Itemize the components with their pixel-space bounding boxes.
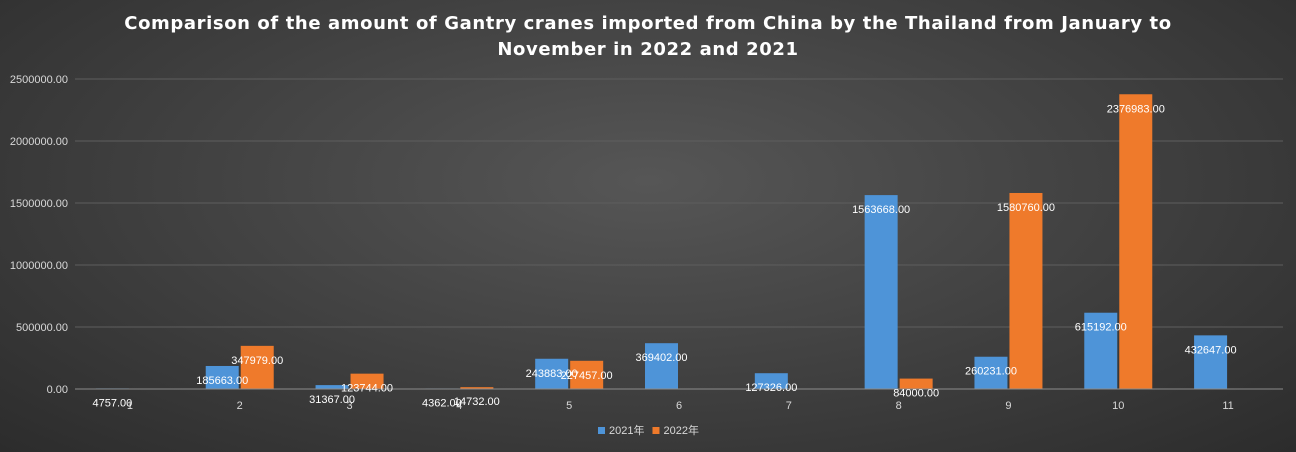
x-tick-label: 6 bbox=[676, 400, 682, 412]
data-label: 1580760.00 bbox=[997, 202, 1055, 214]
data-label: 369402.00 bbox=[636, 352, 688, 364]
x-tick-label: 7 bbox=[786, 400, 792, 412]
bar-2022年-3 bbox=[350, 373, 384, 389]
data-label: 260231.00 bbox=[965, 366, 1017, 378]
bars bbox=[95, 94, 1228, 390]
x-tick-label: 9 bbox=[1005, 400, 1011, 412]
bar-2021年-6 bbox=[645, 343, 678, 389]
legend-swatch-2022年 bbox=[652, 427, 660, 434]
y-tick-label: 1500000.00 bbox=[10, 198, 68, 210]
y-tick-label: 0.00 bbox=[47, 384, 68, 396]
legend-swatch-2021年 bbox=[598, 427, 605, 434]
bar-2021年-5 bbox=[535, 358, 569, 389]
data-label: 615192.00 bbox=[1075, 322, 1127, 334]
data-labels: 4757.00 185663.00 347979.00 31367.00123744.… bbox=[93, 103, 1237, 409]
x-tick-label: 10 bbox=[1112, 400, 1124, 412]
data-label: 2376983.00 bbox=[1107, 103, 1165, 115]
bar-2021年-8 bbox=[864, 195, 898, 389]
data-label: 14732.00 bbox=[454, 396, 500, 408]
legend-label: 2022年 bbox=[663, 423, 698, 437]
y-tick-label: 1000000.00 bbox=[10, 260, 68, 272]
x-tick-label: 3 bbox=[346, 400, 352, 412]
x-tick-label: 8 bbox=[896, 400, 902, 412]
bar-2022年-2 bbox=[240, 345, 274, 389]
x-tick-label: 4 bbox=[456, 400, 462, 412]
x-tick-label: 1 bbox=[127, 400, 133, 412]
data-label: 227457.00 bbox=[561, 370, 613, 382]
bar-2021年-3 bbox=[315, 385, 349, 389]
data-label: 4757.00 bbox=[93, 397, 133, 409]
legend: 2021年 2022年 bbox=[598, 423, 699, 437]
data-label: 243883.00 bbox=[526, 368, 578, 380]
data-label: 127326.00 bbox=[745, 382, 797, 394]
bar-2022年-10 bbox=[1119, 94, 1153, 390]
bar-2022年-9 bbox=[1009, 192, 1043, 389]
chart-title-line-2: November in 2022 and 2021 bbox=[497, 39, 798, 60]
data-label: 31367.00 bbox=[309, 394, 355, 406]
y-tick-label: 500000.00 bbox=[16, 322, 68, 334]
bar-2021年-11 bbox=[1194, 335, 1228, 389]
bar-2022年-4 bbox=[460, 387, 494, 389]
y-tick-label: 2500000.00 bbox=[10, 74, 68, 86]
y-tick-label: 2000000.00 bbox=[10, 136, 68, 148]
bar-2021年-10 bbox=[1084, 312, 1118, 389]
x-axis-tick-labels: 1 2 3 4 5 6 7 8 9 10 11 bbox=[127, 400, 1234, 412]
gridlines bbox=[75, 78, 1283, 328]
bar-2021年-9 bbox=[974, 356, 1008, 389]
y-axis-tick-labels: 0.00 500000.00 1000000.00 1500000.00 2000000… bbox=[10, 74, 68, 396]
data-label: 1563668.00 bbox=[852, 204, 910, 216]
data-label: 432647.00 bbox=[1185, 344, 1237, 356]
x-tick-label: 11 bbox=[1222, 400, 1233, 412]
data-label: 4362.00 bbox=[422, 397, 462, 409]
data-label: 347979.00 bbox=[231, 355, 283, 367]
x-tick-label: 5 bbox=[566, 400, 572, 412]
data-label: 123744.00 bbox=[341, 383, 393, 395]
bar-2022年-5 bbox=[570, 360, 604, 389]
x-tick-label: 2 bbox=[237, 400, 243, 412]
data-label: 185663.00 bbox=[196, 375, 248, 387]
bar-2022年-8 bbox=[899, 378, 933, 389]
bar-2021年-2 bbox=[205, 365, 239, 389]
data-label: 84000.00 bbox=[893, 388, 939, 400]
bar-2021年-7 bbox=[754, 373, 788, 389]
legend-label: 2021年 bbox=[609, 423, 644, 437]
chart-title-line-1: Comparison of the amount of Gantry crane… bbox=[124, 13, 1171, 34]
